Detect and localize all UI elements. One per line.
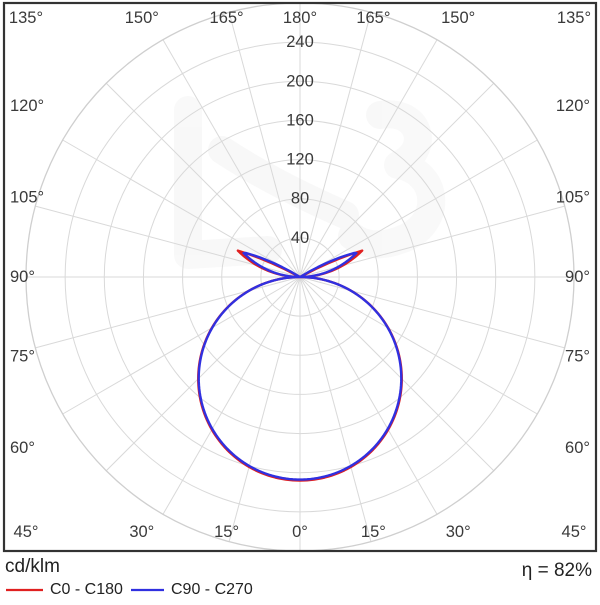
svg-text:120°: 120°: [556, 97, 590, 115]
svg-text:15°: 15°: [361, 523, 386, 541]
svg-text:C90 - C270: C90 - C270: [171, 581, 253, 598]
svg-text:0°: 0°: [292, 523, 308, 541]
svg-text:200: 200: [286, 72, 314, 90]
svg-text:60°: 60°: [10, 439, 35, 457]
svg-text:105°: 105°: [10, 189, 44, 207]
svg-text:80: 80: [291, 190, 309, 208]
svg-text:30°: 30°: [446, 523, 471, 541]
svg-text:165°: 165°: [210, 9, 244, 27]
svg-text:75°: 75°: [10, 347, 35, 365]
svg-text:cd/klm: cd/klm: [5, 556, 60, 577]
svg-text:135°: 135°: [557, 9, 591, 27]
svg-text:30°: 30°: [129, 523, 154, 541]
svg-text:45°: 45°: [562, 523, 587, 541]
svg-text:160: 160: [286, 111, 314, 129]
svg-text:150°: 150°: [125, 9, 159, 27]
svg-text:η = 82%: η = 82%: [522, 560, 592, 581]
svg-text:135°: 135°: [9, 9, 43, 27]
svg-text:180°: 180°: [283, 9, 317, 27]
svg-text:45°: 45°: [14, 523, 39, 541]
svg-text:105°: 105°: [556, 189, 590, 207]
svg-text:150°: 150°: [441, 9, 475, 27]
svg-text:240: 240: [286, 33, 314, 51]
svg-text:90°: 90°: [565, 268, 590, 286]
svg-text:120°: 120°: [10, 97, 44, 115]
svg-text:15°: 15°: [214, 523, 239, 541]
svg-text:120: 120: [286, 151, 314, 169]
svg-text:C0 - C180: C0 - C180: [50, 581, 123, 598]
svg-text:40: 40: [291, 229, 309, 247]
svg-text:90°: 90°: [10, 268, 35, 286]
svg-text:75°: 75°: [565, 347, 590, 365]
svg-text:60°: 60°: [565, 439, 590, 457]
svg-text:165°: 165°: [356, 9, 390, 27]
